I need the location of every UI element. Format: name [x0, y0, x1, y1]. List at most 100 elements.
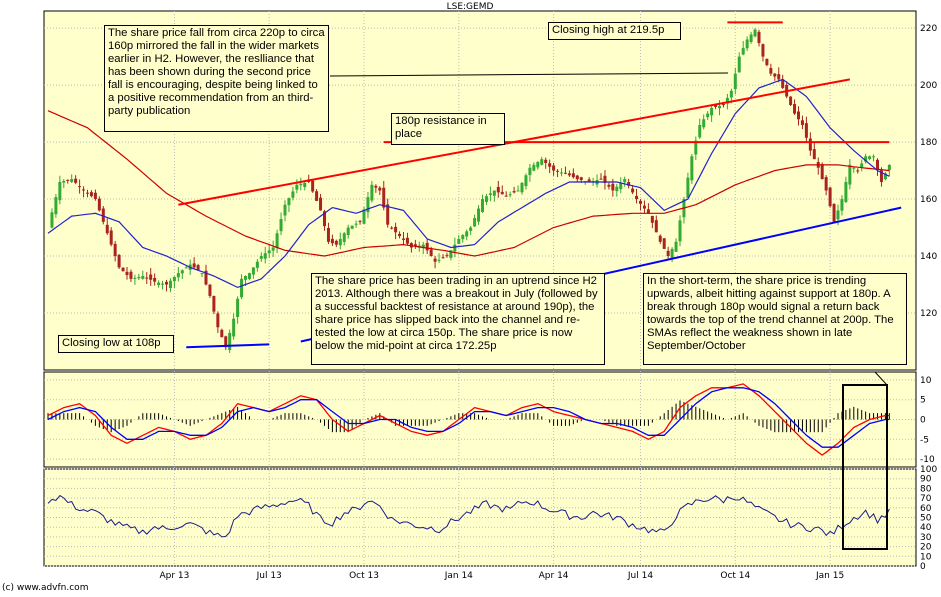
candle-body	[587, 179, 591, 182]
rsi-y-tick-label: 70	[920, 494, 932, 504]
candle-body	[66, 179, 70, 181]
candle-body	[334, 240, 338, 245]
price-y-tick-label: 200	[920, 81, 937, 91]
candle-body	[548, 163, 552, 167]
candle-body	[283, 204, 287, 216]
signal-line	[47, 387, 890, 448]
candle-body	[62, 181, 66, 183]
candle-body	[876, 159, 879, 170]
annotation-uptrend: The share price has been trading in an u…	[311, 273, 605, 365]
candle-body	[698, 124, 702, 138]
candle-body	[793, 104, 797, 114]
candle-body	[244, 275, 247, 280]
candle-body	[473, 218, 477, 227]
candle-body	[757, 31, 761, 44]
candle-body	[492, 190, 496, 196]
candle-body	[453, 244, 457, 252]
candle-body	[398, 233, 402, 237]
x-tick-label: Jul 13	[256, 571, 282, 581]
candle-body	[721, 104, 725, 106]
candle-body	[366, 197, 370, 213]
candle-body	[184, 267, 188, 269]
candle-body	[232, 318, 236, 337]
candle-body	[228, 332, 232, 350]
rsi-y-tick-label: 90	[920, 475, 932, 485]
candle-body	[488, 193, 492, 195]
candle-body	[666, 250, 670, 257]
highlight-box	[842, 371, 888, 550]
candle-body	[674, 241, 678, 252]
x-tick-label: Jul 14	[627, 571, 653, 581]
candle-body	[678, 220, 682, 242]
annotation-closing-high: Closing high at 219.5p	[548, 22, 681, 40]
candle-body	[864, 156, 868, 162]
rsi-y-tick-label: 0	[920, 562, 926, 572]
candle-body	[121, 267, 125, 272]
candle-body	[745, 39, 749, 49]
candle-body	[872, 156, 876, 158]
candle-body	[433, 258, 437, 262]
candle-body	[773, 73, 777, 77]
candle-body	[627, 182, 631, 186]
candle-body	[496, 186, 500, 193]
candle-body	[694, 140, 698, 155]
candle-body	[544, 159, 548, 163]
price-y-tick-label: 140	[920, 252, 937, 262]
candle-body	[176, 273, 180, 278]
candle-body	[836, 210, 840, 220]
candle-body	[563, 172, 567, 174]
candle-body	[54, 197, 58, 215]
candle-body	[196, 265, 200, 271]
candle-body	[631, 188, 635, 193]
candle-body	[86, 192, 89, 194]
candle-body	[520, 182, 524, 193]
candle-body	[437, 259, 441, 261]
x-tick-label: Apr 14	[539, 571, 569, 581]
candle-body	[560, 172, 563, 174]
macd-y-tick-label: 0	[920, 416, 926, 426]
candle-body	[311, 180, 315, 192]
candle-body	[883, 173, 887, 180]
candle-body	[153, 278, 157, 282]
candle-body	[623, 179, 627, 183]
candle-body	[105, 224, 109, 234]
x-tick-label: Oct 14	[720, 571, 750, 581]
candle-body	[848, 164, 852, 185]
macd-y-tick-label: 5	[920, 396, 926, 406]
x-tick-label: Jan 14	[444, 571, 473, 581]
candle-body	[330, 238, 334, 244]
candle-body	[247, 273, 251, 279]
candle-body	[856, 170, 860, 172]
rsi-y-tick-label: 20	[920, 543, 932, 553]
candle-body	[718, 105, 721, 109]
candle-body	[255, 261, 259, 268]
candle-body	[804, 123, 808, 138]
candle-body	[287, 198, 291, 206]
candle-body	[879, 170, 883, 182]
candle-body	[78, 186, 82, 188]
rsi-line	[47, 494, 890, 538]
candle-body	[457, 238, 461, 244]
candle-body	[540, 159, 544, 165]
candle-body	[378, 187, 382, 191]
candle-body	[642, 205, 646, 209]
candle-body	[323, 211, 326, 227]
candle-body	[394, 226, 398, 233]
candle-body	[58, 181, 62, 201]
candle-body	[168, 280, 172, 289]
candle-body	[101, 208, 105, 222]
candle-body	[797, 111, 800, 120]
candle-body	[149, 274, 153, 280]
candle-body	[567, 173, 571, 176]
candle-body	[808, 138, 812, 151]
candle-body	[421, 244, 425, 249]
candle-body	[639, 200, 642, 204]
price-y-tick-label: 120	[920, 309, 937, 319]
candle-body	[635, 195, 639, 200]
candle-body	[654, 220, 658, 233]
candle-body	[70, 179, 74, 182]
candle-body	[326, 228, 330, 242]
annotation-resistance: 180p resistance in place	[391, 113, 505, 145]
candle-body	[50, 212, 54, 228]
trend-line-support	[186, 343, 270, 349]
